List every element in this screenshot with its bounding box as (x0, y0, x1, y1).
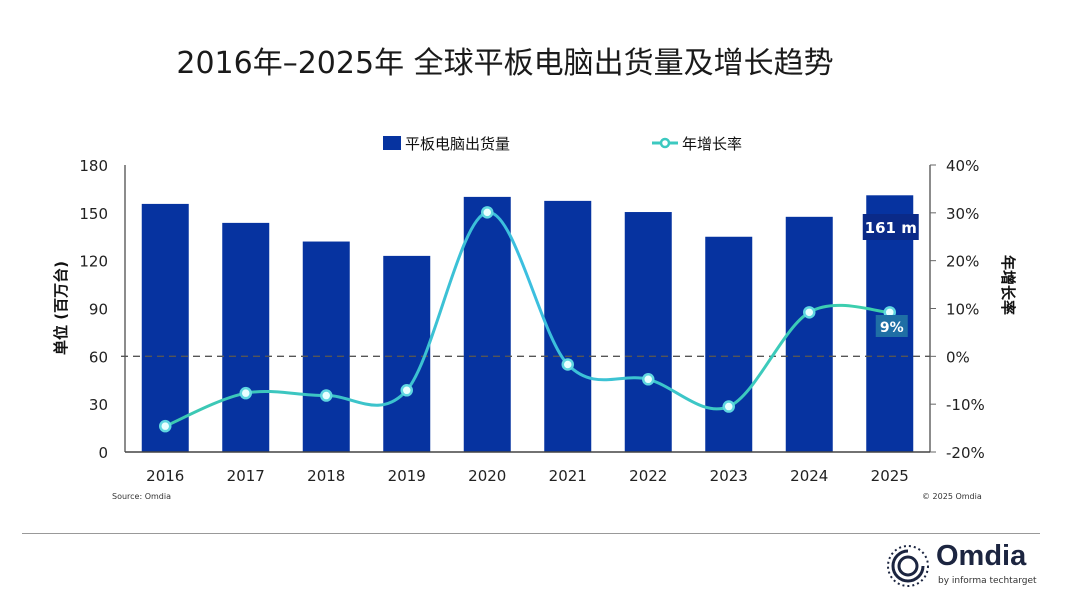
y2-tick-label: 0% (946, 348, 970, 366)
x-tick-label: 2019 (388, 467, 426, 485)
chart: 0 30 60 90 120 150 180 -20% -10% 0% 10% 20% 30% 40% 20… (52, 135, 1017, 485)
legend-line-label: 年增长率 (682, 135, 742, 153)
y-tick-label: 30 (89, 396, 108, 414)
bar-2022 (624, 212, 672, 452)
value-callout: 161 m (865, 219, 917, 237)
value-callout-box (862, 214, 919, 240)
x-tick-label: 2018 (307, 467, 345, 485)
y2-tick-label: 10% (946, 301, 979, 319)
x-tick-label: 2023 (710, 467, 748, 485)
chart-title: 2016年–2025年 全球平板电脑出货量及增长趋势 (176, 46, 834, 81)
y-tick-label: 60 (89, 348, 108, 366)
source-note: Source: Omdia (112, 492, 172, 501)
y-tick-label: 180 (79, 157, 108, 175)
y2-tick-label: -10% (946, 396, 985, 414)
growth-point-2023 (722, 400, 735, 413)
x-tick-label: 2025 (871, 467, 909, 485)
x-tick-label: 2022 (629, 467, 667, 485)
legend-line-marker (659, 137, 671, 149)
logo-word: Omdia (936, 540, 1027, 572)
growth-point-2016 (159, 419, 172, 433)
growth-callout-box (875, 315, 908, 337)
y-tick-label: 90 (89, 301, 108, 319)
growth-point-2018 (320, 389, 333, 402)
bar-2024 (785, 216, 833, 452)
growth-point-2021 (561, 358, 574, 371)
logo-mark-icon (887, 545, 929, 587)
y-tick-label: 0 (98, 444, 108, 462)
y2-tick-label: 20% (946, 253, 979, 271)
growth-point-2024 (803, 306, 816, 319)
y2-tick-label: -20% (946, 444, 985, 462)
bar-2019 (383, 255, 431, 452)
bar-2016 (141, 203, 189, 452)
growth-line (164, 210, 890, 428)
y-tick-label: 120 (79, 253, 108, 271)
logo-sub: by informa techtarget (938, 576, 1037, 586)
omdia-logo: Omdia by informa techtarget (884, 540, 1044, 592)
x-tick-label: 2020 (468, 467, 506, 485)
y-tick-label: 150 (79, 205, 108, 223)
divider (22, 533, 1040, 534)
bar-2020 (463, 196, 511, 452)
x-tick-label: 2024 (790, 467, 828, 485)
x-tick-label: 2021 (549, 467, 587, 485)
growth-point-2019 (400, 384, 413, 397)
x-tick-label: 2016 (146, 467, 184, 485)
copyright-note: © 2025 Omdia (922, 492, 982, 501)
bar-2021 (544, 200, 592, 452)
x-tick-label: 2017 (227, 467, 265, 485)
growth-point-2022 (642, 373, 655, 386)
growth-point-2017 (239, 386, 252, 400)
bar-2017 (222, 222, 270, 452)
bar-2018 (302, 241, 350, 452)
y2-axis-label: 年增长率 (999, 255, 1017, 315)
legend-bar-swatch (383, 136, 401, 150)
bar-2023 (705, 236, 753, 452)
growth-callout: 9% (880, 320, 904, 336)
y2-tick-label: 40% (946, 157, 979, 175)
y-axis-label: 单位 (百万台) (52, 261, 70, 355)
growth-point-2020 (481, 206, 494, 219)
y2-tick-label: 30% (946, 205, 979, 223)
legend-bar-label: 平板电脑出货量 (405, 135, 510, 153)
